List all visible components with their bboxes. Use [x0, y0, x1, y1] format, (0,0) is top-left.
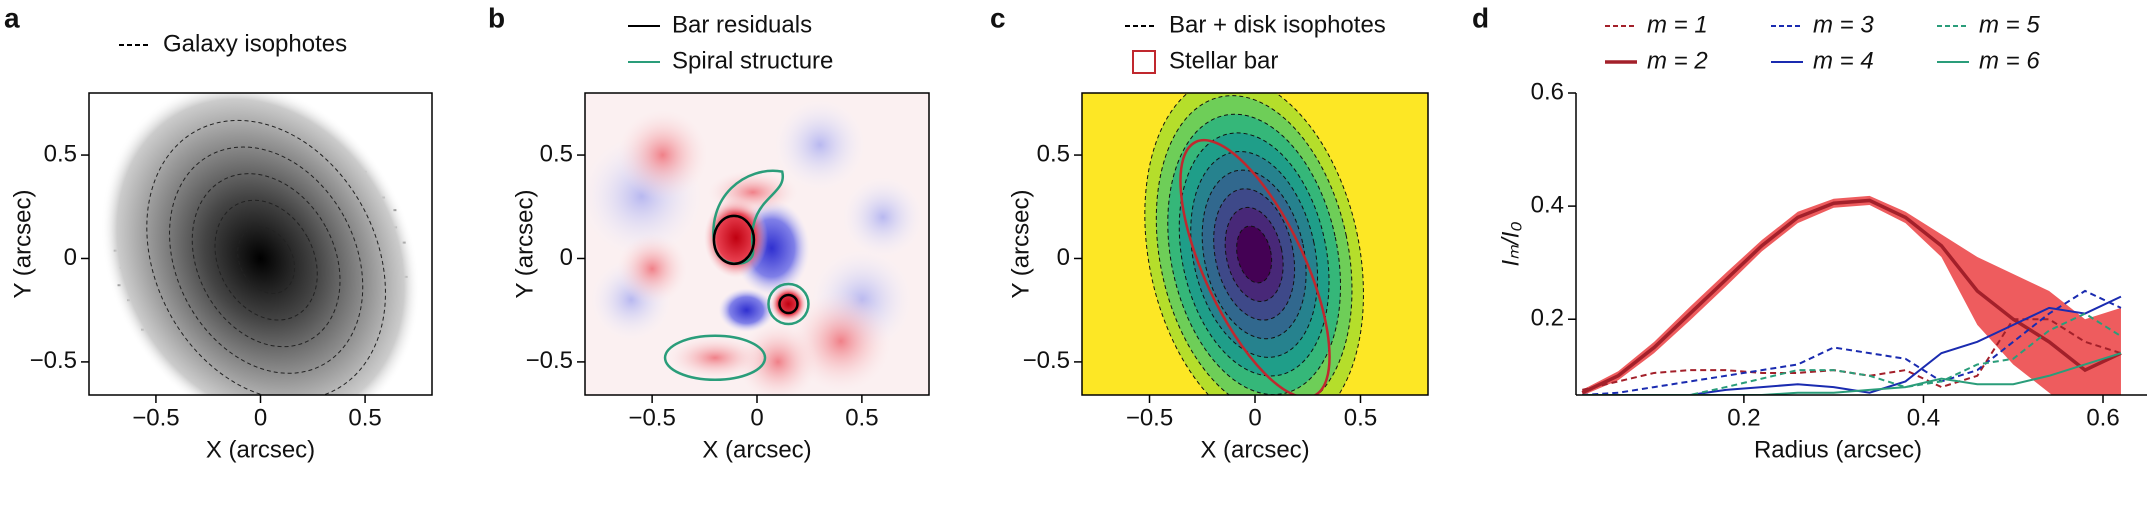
- bar-contour: [778, 293, 799, 315]
- panel-letter: c: [990, 2, 1006, 33]
- x-tick-label: 0.5: [845, 404, 878, 431]
- y-tick-label: 0: [560, 244, 573, 271]
- x-tick-label: −0.5: [1126, 404, 1173, 431]
- panel-letter: a: [4, 2, 20, 33]
- y-axis-label: Y (arcsec): [511, 190, 538, 299]
- series-line: [1582, 312, 2122, 395]
- panel-letter: b: [488, 2, 505, 33]
- spiral-contour: [663, 334, 767, 382]
- legend-label: Galaxy isophotes: [163, 30, 347, 57]
- x-tick-label: −0.5: [628, 404, 675, 431]
- y-tick-label: 0.5: [1037, 140, 1070, 167]
- plot-area: [585, 93, 929, 395]
- stellar-bar: [1179, 138, 1331, 395]
- legend-label: m = 4: [1813, 47, 1874, 74]
- x-tick-label: 0.4: [1907, 404, 1940, 431]
- x-tick-label: 0.2: [1727, 404, 1760, 431]
- legend-swatch: [1132, 50, 1156, 74]
- blob: [617, 110, 708, 201]
- blob: [718, 288, 775, 333]
- galaxy: [101, 93, 420, 395]
- legend-label: m = 2: [1647, 47, 1708, 74]
- y-axis-label: Y (arcsec): [9, 190, 36, 299]
- legend-label: Bar + disk isophotes: [1169, 11, 1386, 38]
- legend-label: m = 6: [1979, 47, 2040, 74]
- y-tick-label: 0.5: [44, 140, 77, 167]
- series-line: [1582, 289, 2122, 395]
- x-axis-label: X (arcsec): [1200, 436, 1309, 463]
- isophote: [146, 119, 386, 395]
- y-tick-label: 0: [64, 244, 77, 271]
- blob: [737, 321, 818, 395]
- isophote: [237, 226, 296, 294]
- plot-area: [1581, 195, 2122, 395]
- blob: [667, 335, 764, 380]
- x-axis-label: Radius (arcsec): [1754, 436, 1922, 463]
- y-tick-label: 0: [1057, 244, 1070, 271]
- x-axis-label: X (arcsec): [702, 436, 811, 463]
- legend-label: m = 1: [1647, 11, 1708, 38]
- isophote: [1236, 225, 1273, 284]
- legend-label: Spiral structure: [672, 47, 833, 74]
- plot-area: [1082, 93, 1428, 395]
- x-tick-label: −0.5: [132, 404, 179, 431]
- bar-contour: [712, 214, 756, 266]
- isophote: [214, 199, 318, 321]
- legend-label: Bar residuals: [672, 11, 812, 38]
- legend-label: Stellar bar: [1169, 47, 1278, 74]
- series-line: [1581, 198, 2122, 395]
- blob: [842, 177, 923, 258]
- error-band: [1582, 195, 2121, 395]
- blob: [774, 99, 865, 190]
- y-tick-label: −0.5: [1023, 347, 1070, 374]
- x-tick-label: 0.5: [1344, 404, 1377, 431]
- spiral-contour: [767, 282, 810, 326]
- isophote: [191, 173, 341, 348]
- blob: [617, 233, 688, 304]
- series-line: [1582, 352, 2122, 395]
- blob: [707, 170, 798, 215]
- x-tick-label: 0.5: [348, 404, 381, 431]
- y-axis-label: Y (arcsec): [1007, 190, 1034, 299]
- y-tick-label: 0.4: [1531, 191, 1564, 218]
- y-tick-label: −0.5: [526, 347, 573, 374]
- plot-area: [89, 93, 432, 395]
- x-tick-label: 0: [750, 404, 763, 431]
- series-line: [1582, 295, 2122, 395]
- x-tick-label: 0: [254, 404, 267, 431]
- x-tick-label: 0.6: [2086, 404, 2119, 431]
- panel-letter: d: [1472, 2, 1489, 33]
- legend-label: m = 5: [1979, 11, 2040, 38]
- y-axis-label: Iₘ/I₀: [1497, 221, 1524, 266]
- y-tick-label: 0.5: [540, 140, 573, 167]
- y-tick-label: 0.2: [1531, 305, 1564, 332]
- x-axis-label: X (arcsec): [206, 436, 315, 463]
- blob: [770, 285, 807, 322]
- y-tick-label: −0.5: [30, 347, 77, 374]
- legend-label: m = 3: [1813, 11, 1874, 38]
- y-tick-label: 0.6: [1531, 78, 1564, 105]
- x-tick-label: 0: [1248, 404, 1261, 431]
- isophote: [169, 146, 364, 374]
